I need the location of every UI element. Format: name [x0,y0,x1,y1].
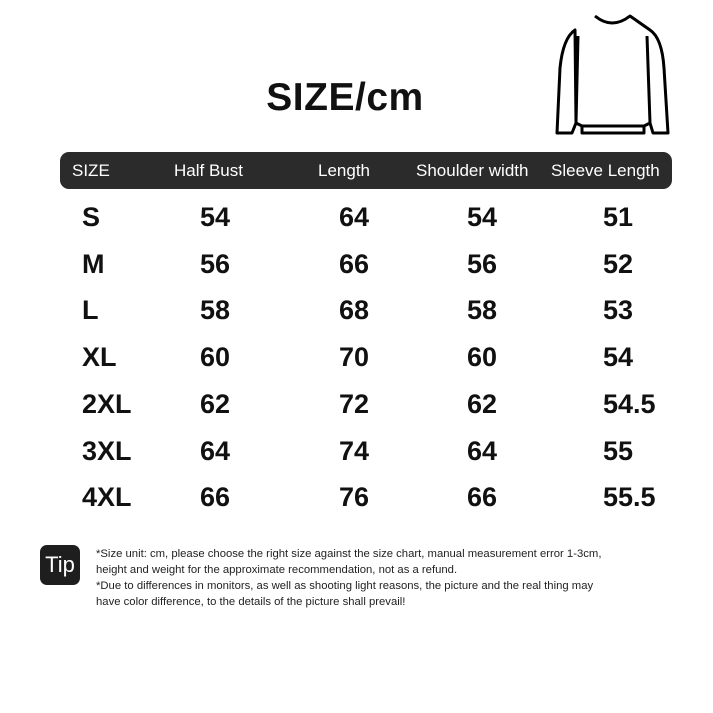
shoulder-width-cell: 66 [467,482,498,513]
size-cell: 2XL [82,388,132,419]
half-bust-cell: 58 [200,295,231,326]
header-size: SIZE [72,161,110,180]
size-cell: 4XL [82,482,132,513]
table-row: M 56 66 56 52 [0,244,713,284]
size-cell: L [82,295,99,326]
half-bust-cell: 54 [200,202,231,232]
table-row: S 54 64 54 51 [0,197,713,237]
header-shoulder-width: Shoulder width [416,161,529,180]
size-cell: XL [82,342,117,373]
table-row: XL 60 70 60 54 [0,337,713,377]
table-row: 3XL 64 74 64 55 [0,431,713,471]
half-bust-cell: 56 [200,248,231,279]
half-bust-cell: 60 [200,342,231,373]
sweatshirt-outline-icon [555,14,670,135]
tip-line: height and weight for the approximate re… [96,564,458,576]
header-half-bust: Half Bust [174,161,243,180]
shoulder-width-cell: 58 [467,295,498,326]
page-title: SIZE/cm [266,76,424,119]
shoulder-width-cell: 62 [467,388,498,419]
table-row: 2XL 62 72 62 54.5 [0,384,713,424]
length-cell: 74 [339,435,370,466]
tip-line: have color difference, to the details of… [96,596,406,608]
size-cell: S [82,202,101,232]
half-bust-cell: 62 [200,388,231,419]
half-bust-cell: 64 [200,435,231,466]
shoulder-width-cell: 56 [467,248,498,279]
sleeve-length-cell: 55 [603,435,634,466]
length-cell: 68 [339,295,370,326]
sleeve-length-cell: 52 [603,248,634,279]
tip-line: *Size unit: cm, please choose the right … [96,548,602,560]
tip-line: *Due to differences in monitors, as well… [96,580,594,592]
length-cell: 70 [339,342,370,373]
shoulder-width-cell: 64 [467,435,498,466]
sleeve-length-cell: 51 [603,202,634,232]
length-cell: 72 [339,388,370,419]
size-cell: 3XL [82,435,132,466]
length-cell: 76 [339,482,370,513]
sleeve-length-cell: 54.5 [603,388,656,419]
tip-badge: Tip [40,545,80,585]
tip-notes: *Size unit: cm, please choose the right … [96,546,686,610]
header-length: Length [318,161,370,180]
size-cell: M [82,248,105,279]
sleeve-length-cell: 54 [603,342,634,373]
length-cell: 66 [339,248,370,279]
shoulder-width-cell: 54 [467,202,498,232]
table-row: L 58 68 58 53 [0,290,713,330]
half-bust-cell: 66 [200,482,231,513]
length-cell: 64 [339,202,370,232]
shoulder-width-cell: 60 [467,342,498,373]
table-header: SIZE Half Bust Length Shoulder width Sle… [60,152,672,189]
sleeve-length-cell: 55.5 [603,482,656,513]
header-sleeve-length: Sleeve Length [551,161,660,180]
sleeve-length-cell: 53 [603,295,634,326]
table-row: 4XL 66 76 66 55.5 [0,477,713,517]
